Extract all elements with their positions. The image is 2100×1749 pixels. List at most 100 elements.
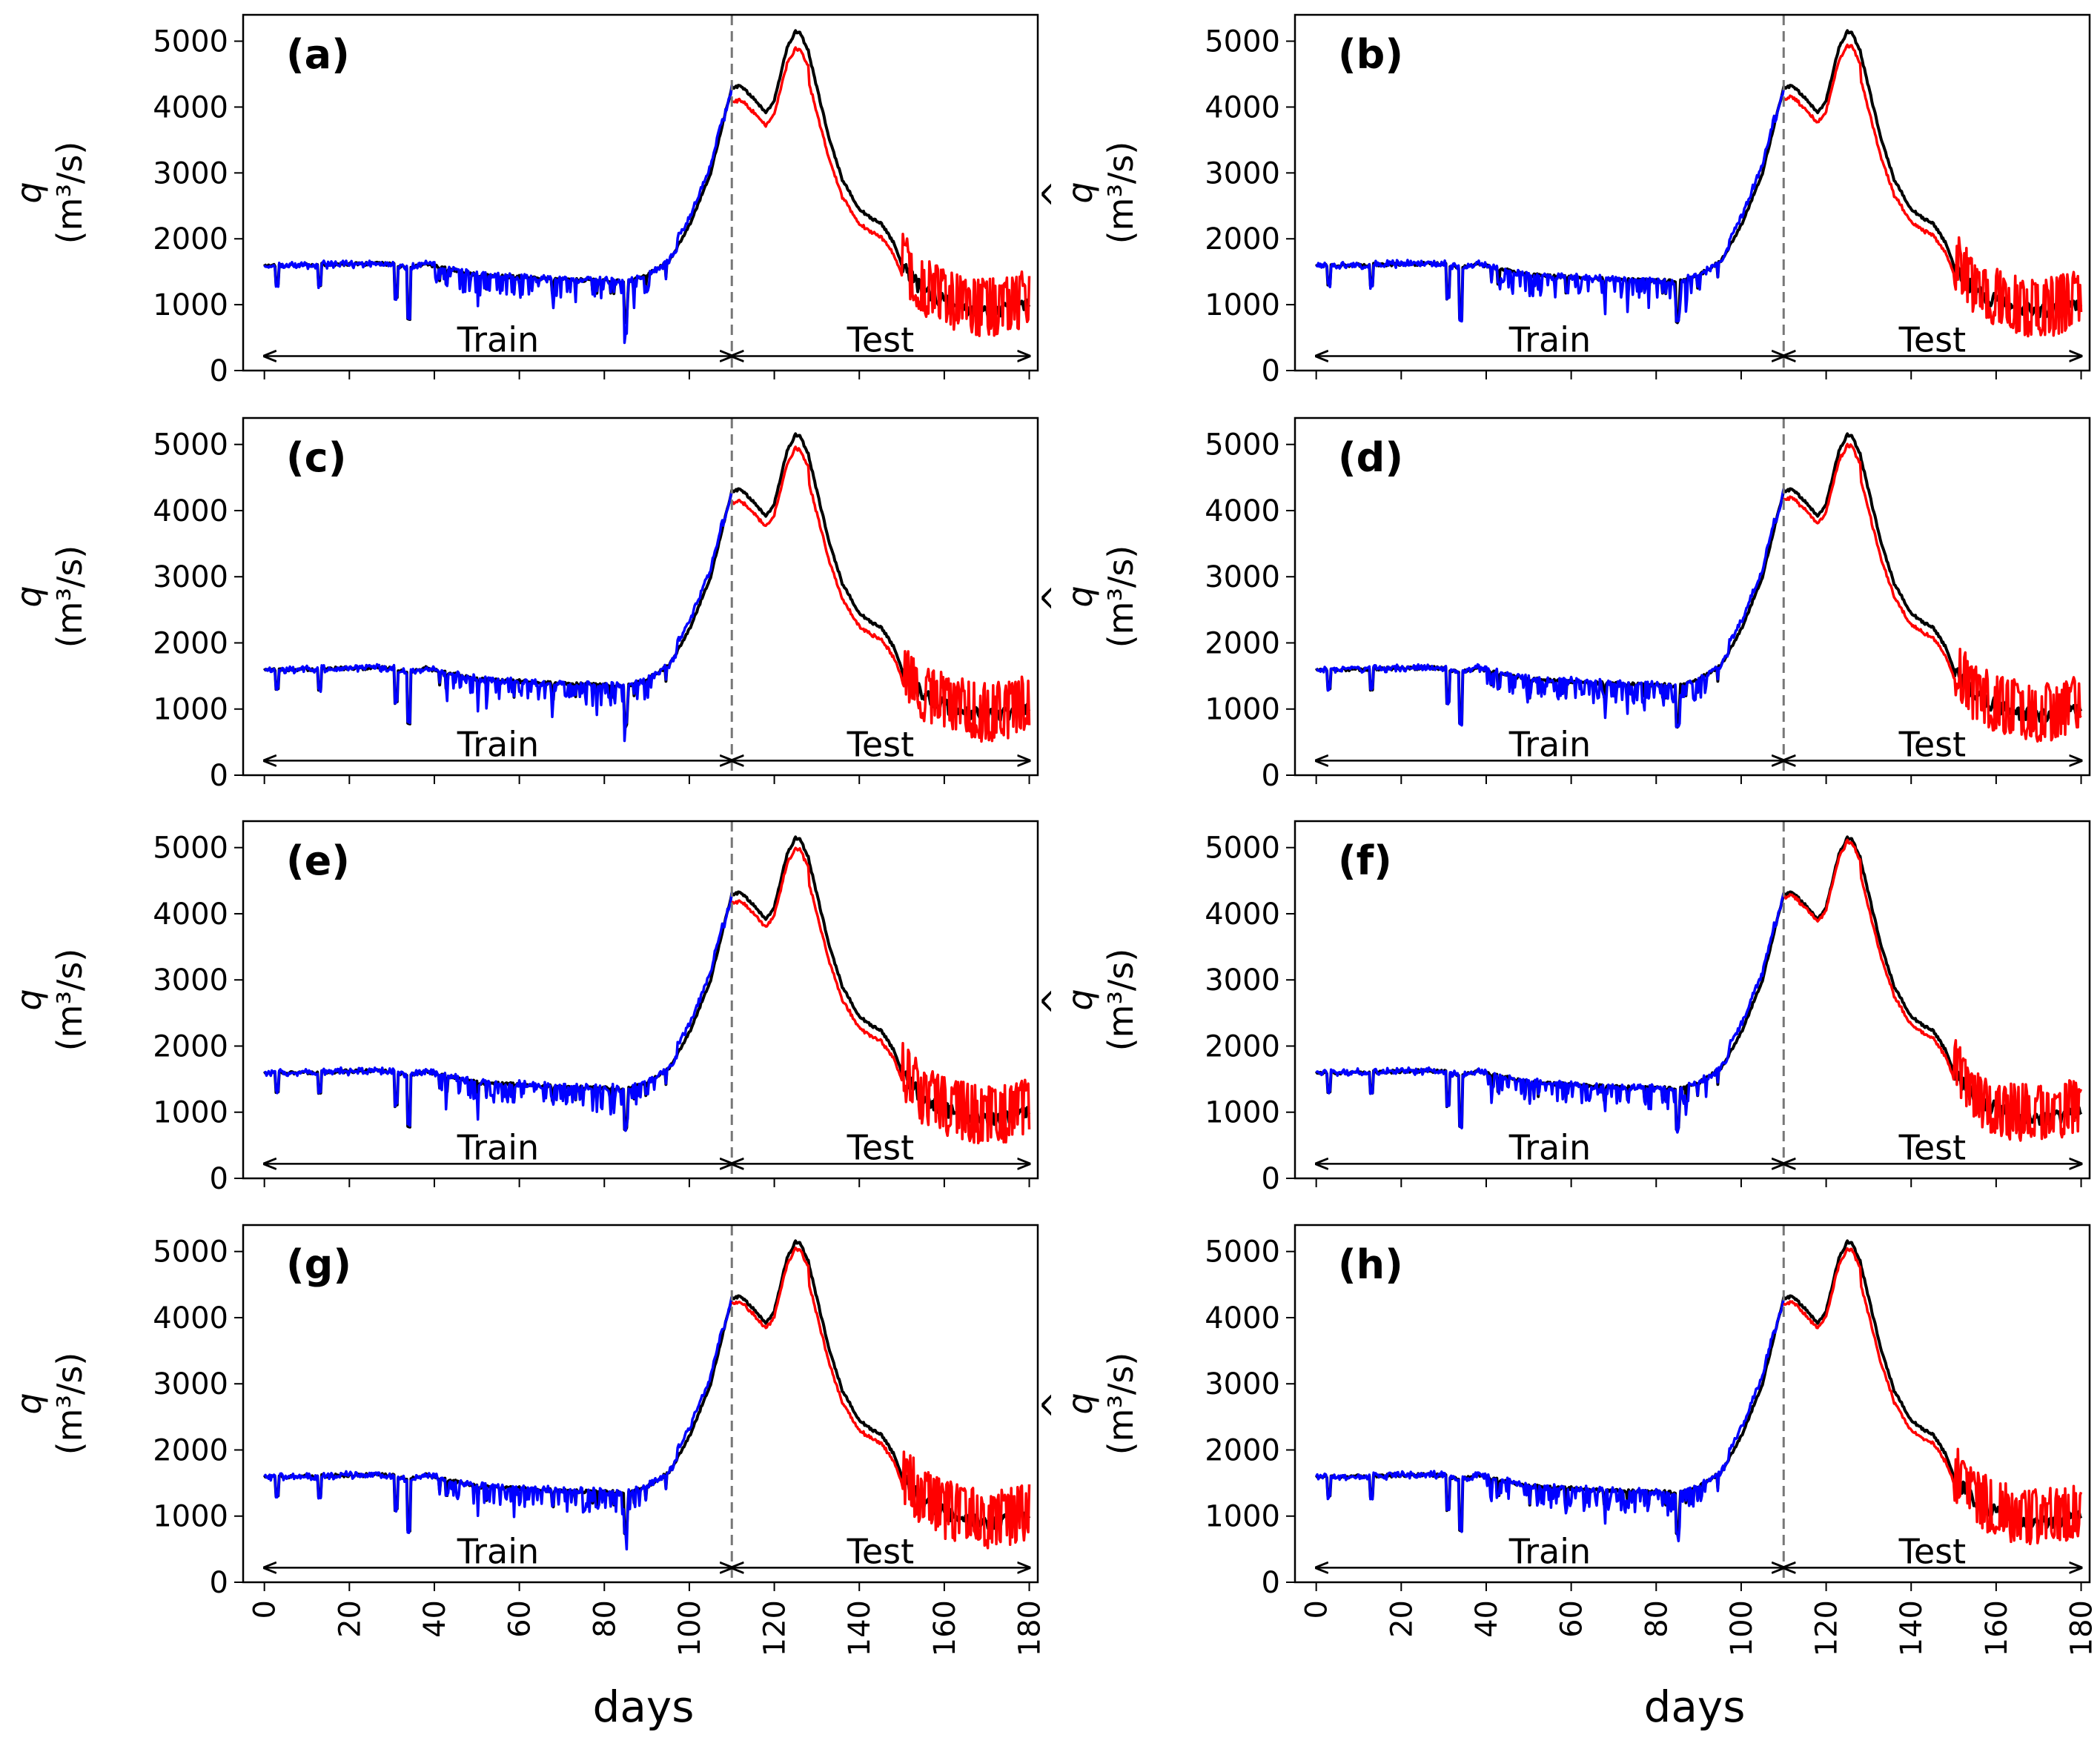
train-label: Train [1508,1531,1591,1571]
y-axis-units: (m³/s) [50,545,90,648]
y-tick-label: 2000 [153,626,228,660]
train-prediction-series [1315,892,1786,1134]
x-tick-label: 0 [248,1600,282,1619]
x-tick-label: 120 [1810,1600,1844,1656]
y-tick-label: 5000 [1205,25,1280,59]
panel-a: 0 1000 2000 3000 4000 5000 q^ (m³/s) Train Test (a… [0,13,1039,388]
panel-label: (c) [286,434,346,481]
panel-label: (d) [1338,434,1403,481]
y-tick-label: 1000 [153,693,228,727]
x-tick-label: 100 [1725,1600,1759,1656]
y-axis-hat: ^ [0,987,24,1016]
plot-area [265,1225,1030,1582]
y-tick-label: 2000 [1205,1029,1280,1063]
x-tick-label: 140 [1895,1600,1929,1656]
y-tick-label: 3000 [1205,963,1280,998]
y-tick-label: 0 [1262,354,1280,388]
test-label: Test [847,724,915,764]
y-axis-units: (m³/s) [1101,142,1141,245]
y-tick-label: 4000 [153,90,228,125]
test-prediction-series [731,445,1031,743]
test-prediction-series [731,846,1031,1145]
x-tick-label: 80 [588,1600,622,1638]
train-label: Train [457,319,539,359]
x-tick-label: 60 [1555,1600,1589,1638]
train-prediction-series [1315,88,1786,323]
y-tick-label: 3000 [153,1367,228,1401]
y-tick-label: 1000 [1205,288,1280,322]
y-axis-symbol: q [9,182,49,203]
y-tick-label: 3000 [153,963,228,998]
train-label: Train [1508,1127,1591,1167]
axes-frame [1294,13,2091,372]
test-label: Test [1898,319,1967,359]
y-axis-units: (m³/s) [1101,545,1141,648]
y-tick-label: 4000 [1205,494,1280,528]
axes-frame [242,13,1039,372]
y-axis-hat: ^ [0,180,24,209]
train-prediction-series [263,1296,734,1551]
panel-d: 0 1000 2000 3000 4000 5000 q^ (m³/s) Train Test (d… [1035,416,2091,793]
panel-label: (b) [1338,31,1403,78]
observed-series [262,835,1031,1132]
y-axis-symbol: q [1060,182,1100,203]
plot-area [265,15,1030,371]
plot-area [1316,1225,2081,1582]
x-tick-label: 160 [1980,1600,2014,1656]
test-prediction-series [1783,838,2083,1142]
y-axis-symbol: q [9,989,49,1010]
test-label: Test [1898,1531,1967,1571]
test-label: Test [847,1127,915,1167]
axes-frame [1294,1224,2091,1584]
train-label: Train [457,724,539,764]
y-axis-units: (m³/s) [50,1353,90,1456]
axes-frame [242,820,1039,1180]
panels-root: 010002000300040005000q^(m³/s)TrainTest(a… [0,13,2099,1656]
test-prediction-series [1783,442,2082,743]
y-axis-units: (m³/s) [50,949,90,1052]
test-label: Test [1898,1127,1967,1167]
axes-frame [1294,820,2091,1180]
y-tick-label: 0 [1262,1162,1280,1196]
panel-label: (h) [1338,1241,1403,1288]
y-tick-label: 2000 [153,1029,228,1063]
test-prediction-series [731,46,1031,337]
y-tick-label: 0 [210,1566,228,1600]
y-axis-units: (m³/s) [1101,949,1141,1052]
x-axis-label-right: days [1644,1682,1746,1732]
train-label: Train [457,1127,539,1167]
y-tick-label: 4000 [1205,90,1280,125]
y-tick-label: 0 [210,1162,228,1196]
y-tick-label: 2000 [153,1433,228,1467]
test-prediction-series [1782,1247,2083,1546]
observed-series [262,29,1031,325]
y-tick-label: 1000 [1205,1500,1280,1534]
train-label: Train [1508,724,1591,764]
train-label: Train [457,1531,539,1571]
y-tick-label: 4000 [153,897,228,932]
y-axis-hat: ^ [0,584,24,613]
plot-area [265,821,1030,1178]
panel-h: 0 1000 2000 3000 4000 5000 0 20 40 60 80 100 120 140 1… [1035,1224,2099,1656]
x-tick-label: 40 [418,1600,452,1638]
x-tick-label: 20 [1385,1600,1419,1638]
y-tick-label: 2000 [1205,626,1280,660]
y-tick-label: 1000 [1205,693,1280,727]
y-tick-label: 4000 [153,1301,228,1335]
x-tick-label: 0 [1300,1600,1334,1619]
y-tick-label: 3000 [1205,560,1280,594]
y-tick-label: 5000 [1205,832,1280,866]
plot-area [265,418,1030,775]
test-label: Test [847,319,915,359]
y-axis-symbol: q [1060,585,1100,607]
y-axis-units: (m³/s) [1101,1353,1141,1456]
y-tick-label: 3000 [153,156,228,190]
y-tick-label: 1000 [1205,1096,1280,1130]
panel-g: 0 1000 2000 3000 4000 5000 0 20 40 60 80 100 120 140 1… [0,1224,1047,1656]
x-tick-label: 40 [1470,1600,1504,1638]
axes-frame [242,416,1039,777]
test-prediction-series [731,1247,1031,1550]
y-tick-label: 5000 [153,832,228,866]
x-axis-label-left: days [593,1682,695,1732]
y-tick-label: 5000 [1205,1235,1280,1270]
